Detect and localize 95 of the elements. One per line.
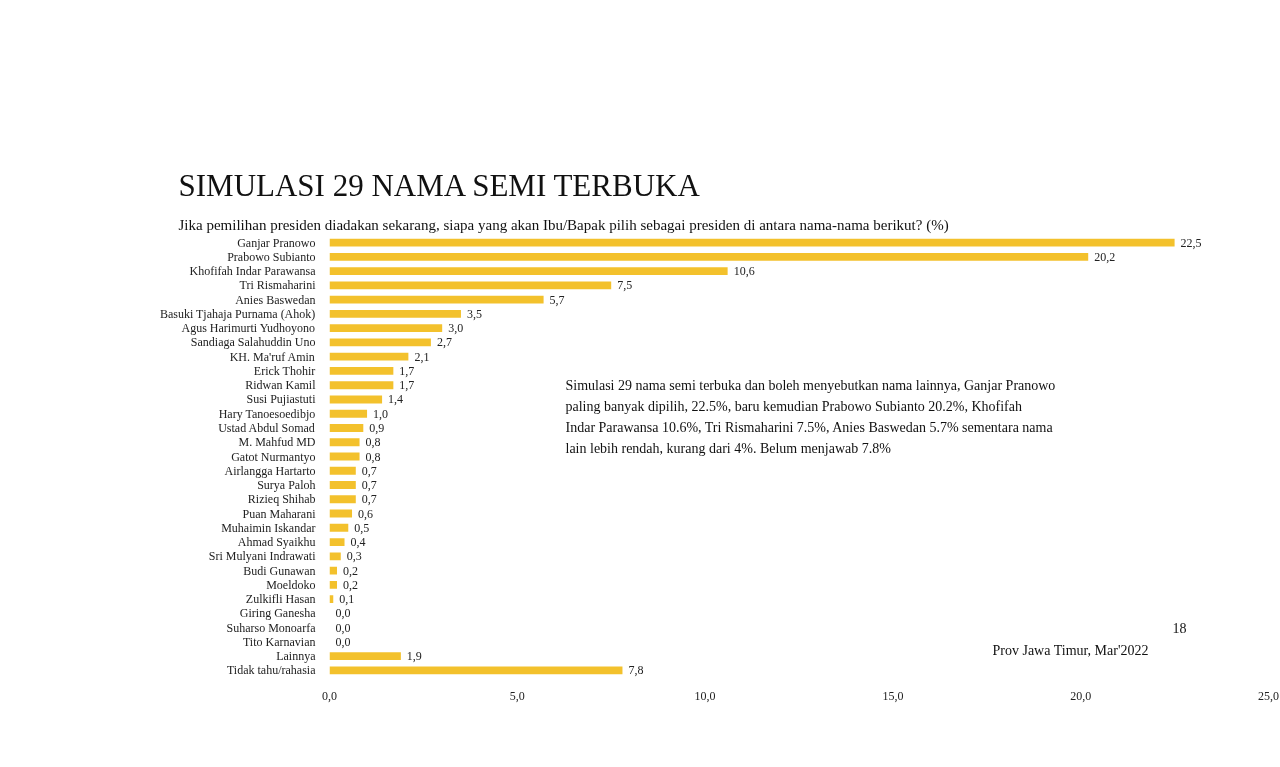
y-tick-label: Ridwan Kamil: [245, 378, 317, 393]
y-tick-label: M. Mahfud MD: [238, 435, 316, 450]
data-label: 7,5: [617, 278, 633, 293]
data-label: 0,2: [343, 563, 359, 578]
data-label: 0,9: [369, 420, 385, 435]
x-tick-label: 0,0: [322, 688, 337, 703]
data-label: 22,5: [1180, 235, 1202, 250]
x-tick-label: 15,0: [882, 688, 904, 703]
bar: [329, 652, 401, 661]
data-label: 3,0: [448, 321, 464, 336]
x-tick-label: 25,0: [1258, 688, 1279, 703]
y-tick-label: Lainnya: [276, 649, 317, 664]
x-tick-label: 10,0: [694, 688, 716, 703]
bar: [329, 310, 461, 318]
y-tick-label: Khofifah Indar Parawansa: [189, 264, 317, 279]
bar: [329, 580, 338, 589]
data-label: 5,7: [549, 292, 565, 307]
y-tick-label: KH. Ma'ruf Amin: [229, 349, 315, 364]
data-label: 1,9: [406, 649, 422, 664]
annotation: 18: [1172, 620, 1187, 636]
y-tick-label: Muhaimin Iskandar: [221, 520, 316, 535]
bar: [329, 367, 394, 375]
data-label: 0,0: [335, 620, 351, 635]
y-tick-label: Susi Pujiastuti: [246, 392, 317, 407]
data-label: 20,2: [1094, 249, 1116, 264]
bar: [329, 666, 623, 675]
bar: [329, 466, 356, 475]
data-label: 7,8: [628, 663, 644, 678]
y-tick-label: Airlangga Hartarto: [224, 463, 316, 478]
y-tick-label: Agus Harimurti Yudhoyono: [181, 321, 316, 336]
y-tick-label: Sri Mulyani Indrawati: [208, 549, 317, 564]
y-tick-label: Erick Thohir: [253, 363, 316, 378]
bar: [329, 381, 394, 390]
y-tick-label: Sandiaga Salahuddin Uno: [190, 335, 316, 350]
annotation: Prov Jawa Timur, Mar'2022: [992, 642, 1149, 658]
data-label: 0,5: [354, 520, 370, 535]
y-tick-label: Tito Karnavian: [242, 634, 316, 649]
bar: [329, 324, 443, 333]
data-label: 2,1: [414, 349, 430, 364]
bar: [329, 552, 341, 561]
data-label: 1,7: [399, 363, 415, 378]
bar: [329, 281, 612, 290]
data-label: 0,7: [361, 463, 377, 478]
bar: [329, 252, 1089, 261]
bar: [329, 409, 368, 418]
data-label: 0,0: [335, 634, 351, 649]
bar: [329, 523, 349, 532]
bar: [329, 352, 409, 361]
x-tick-label: 5,0: [509, 688, 525, 703]
data-label: 2,7: [436, 335, 452, 350]
y-tick-label: Puan Maharani: [242, 506, 317, 521]
bar: [329, 267, 728, 276]
data-label: 0,8: [365, 449, 381, 464]
x-tick-label: 20,0: [1070, 688, 1092, 703]
y-tick-label: Rizieq Shihab: [247, 492, 316, 507]
y-tick-label: Moeldoko: [266, 577, 316, 592]
data-label: 10,6: [733, 264, 755, 279]
data-label: 0,6: [358, 506, 374, 521]
y-tick-label: Ahmad Syaikhu: [237, 535, 316, 550]
y-tick-label: Suharso Monoarfa: [226, 620, 317, 635]
data-label: 0,4: [350, 535, 366, 550]
data-label: 3,5: [466, 306, 482, 321]
bar: [329, 538, 345, 546]
bar: [329, 438, 360, 447]
y-tick-label: Ustad Abdul Somad: [218, 420, 315, 435]
y-tick-label: Basuki Tjahaja Purnama (Ahok): [159, 306, 316, 321]
y-tick-label: Hary Tanoesoedibjo: [218, 406, 316, 421]
bar: [329, 238, 1175, 247]
bar: [329, 424, 364, 432]
data-label: 0,2: [343, 577, 359, 592]
bar: [329, 495, 356, 504]
data-label: 1,7: [399, 378, 415, 393]
y-tick-label: Anies Baswedan: [235, 292, 316, 307]
annotation: Simulasi 29 nama semi terbuka dan boleh menyebutkan nama lainnya, Ganjar Pranowo paling banyak dipilih, 22.5%, baru kemudian Prabowo Subianto 20.2%, Khofifah Indar Parawansa 10.6%, Tri Rismaharini 7.5%, Anies Baswedan 5.7% sementara nama lain lebih rendah, kurang dari 4%. Belum menjawab 7.8%: [565, 377, 1056, 456]
data-label: 0,1: [339, 592, 355, 607]
y-tick-label: Prabowo Subianto: [227, 249, 316, 264]
y-tick-label: Surya Paloh: [257, 478, 316, 493]
y-tick-label: Zulkifli Hasan: [245, 592, 316, 607]
chart-subtitle: Jika pemilihan presiden diadakan sekarang, siapa yang akan Ibu/Bapak pilih sebagai presiden di antara nama-nama berikut? (%): [178, 216, 949, 234]
y-tick-label: Gatot Nurmantyo: [231, 449, 316, 464]
y-tick-label: Giring Ganesha: [239, 606, 317, 621]
y-tick-label: Tidak tahu/rahasia: [226, 663, 317, 678]
data-label: 0,0: [335, 606, 351, 621]
data-label: 0,7: [361, 492, 377, 507]
y-tick-label: Tri Rismaharini: [239, 278, 317, 293]
bar: [329, 295, 544, 304]
data-label: 0,8: [365, 435, 381, 450]
data-label: 1,4: [388, 392, 404, 407]
y-tick-label: Budi Gunawan: [243, 563, 316, 578]
y-tick-label: Ganjar Pranowo: [237, 235, 316, 250]
data-label: 1,0: [373, 406, 389, 421]
chart-title: SIMULASI 29 NAMA SEMI TERBUKA: [178, 167, 701, 203]
data-label: 0,7: [361, 478, 377, 493]
bar: [329, 481, 356, 489]
data-label: 0,3: [346, 549, 362, 564]
